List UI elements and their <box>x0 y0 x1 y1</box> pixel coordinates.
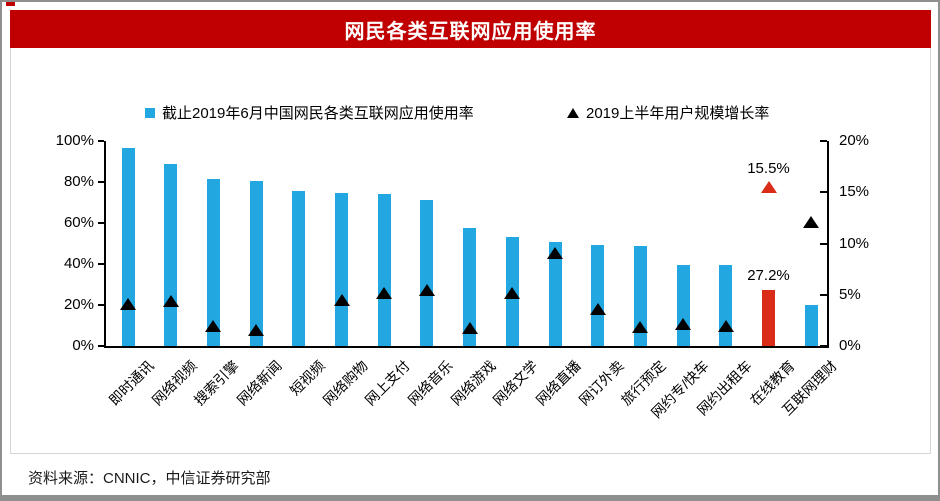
growth-triangle-marker <box>675 318 692 331</box>
left-axis-tick <box>98 181 104 183</box>
growth-triangle-marker <box>162 294 179 307</box>
left-axis-tick-label: 20% <box>63 296 94 313</box>
growth-triangle-marker <box>717 319 734 332</box>
right-axis-tick-label: 10% <box>839 234 870 252</box>
right-axis-tick <box>820 140 827 142</box>
growth-legend-triangle-icon <box>567 107 579 118</box>
growth-triangle-marker <box>248 323 265 336</box>
growth-triangle-marker <box>547 246 563 259</box>
left-axis-tick-label: 60% <box>63 214 94 231</box>
right-axis-tick <box>820 242 827 245</box>
usage-bar <box>164 163 178 346</box>
right-axis-tick-label: 15% <box>839 183 870 201</box>
legend-usage-label: 截止2019年6月中国网民各类互联网应用使用率 <box>162 105 474 122</box>
usage-bar <box>463 227 477 346</box>
right-axis-tick <box>820 345 827 347</box>
growth-triangle-marker <box>418 283 435 296</box>
left-axis-tick-label: 0% <box>72 337 94 354</box>
growth-triangle-marker <box>333 293 350 306</box>
usage-bar <box>292 190 306 346</box>
right-axis-tick <box>820 293 827 296</box>
usage-legend-square-icon <box>145 107 155 118</box>
growth-triangle-marker <box>461 321 478 334</box>
growth-triangle-marker <box>632 320 649 333</box>
growth-triangle-marker <box>376 286 393 299</box>
right-axis-tick-label: 5% <box>839 285 861 303</box>
data-annotation: 15.5% <box>747 160 790 178</box>
usage-bar <box>377 194 391 346</box>
usage-bar <box>676 264 690 346</box>
usage-bar <box>335 192 348 346</box>
right-axis-tick-label: 0% <box>839 337 861 354</box>
left-axis-tick <box>98 263 104 265</box>
left-axis-tick-label: 40% <box>63 255 94 272</box>
usage-bar <box>420 200 434 346</box>
legend-item-usage: 截止2019年6月中国网民各类互联网应用使用率 <box>145 102 474 123</box>
usage-bar <box>804 305 818 346</box>
left-axis-tick <box>98 222 104 224</box>
growth-triangle-marker <box>205 319 222 332</box>
source-note: 资料来源：CNNIC，中信证券研究部 <box>28 470 271 487</box>
growth-triangle-marker <box>589 303 606 316</box>
usage-bar <box>206 179 220 346</box>
left-axis-tick <box>98 140 104 142</box>
growth-triangle-marker <box>120 297 136 310</box>
usage-bar <box>591 244 605 346</box>
growth-triangle-marker <box>803 215 820 228</box>
chart-title-banner: 网民各类互联网应用使用率 <box>10 10 931 48</box>
corner-red-chip <box>6 2 15 6</box>
usage-bar <box>121 148 135 346</box>
left-axis-tick-label: 80% <box>63 173 94 190</box>
right-axis-tick-label: 20% <box>839 132 870 149</box>
usage-bar <box>762 290 775 346</box>
growth-triangle-marker <box>760 181 777 194</box>
left-axis-tick <box>98 304 104 306</box>
data-annotation: 27.2% <box>747 267 790 285</box>
page-title: 网民各类互联网应用使用率 <box>344 20 597 43</box>
growth-triangle-marker <box>504 286 521 299</box>
left-axis-tick-label: 100% <box>55 132 94 149</box>
usage-bar <box>249 181 263 346</box>
legend-growth-label: 2019上半年用户规模增长率 <box>586 105 770 122</box>
left-axis-tick <box>98 345 104 347</box>
plot-area: 0% 20% 40% 60% 80% 100% 0% 5% 10% 15% 20% 即时通讯 网络视频搜… <box>56 132 869 421</box>
usage-bar <box>548 242 562 346</box>
right-axis-tick <box>820 191 827 194</box>
legend-item-growth: 2019上半年用户规模增长率 <box>567 102 769 123</box>
